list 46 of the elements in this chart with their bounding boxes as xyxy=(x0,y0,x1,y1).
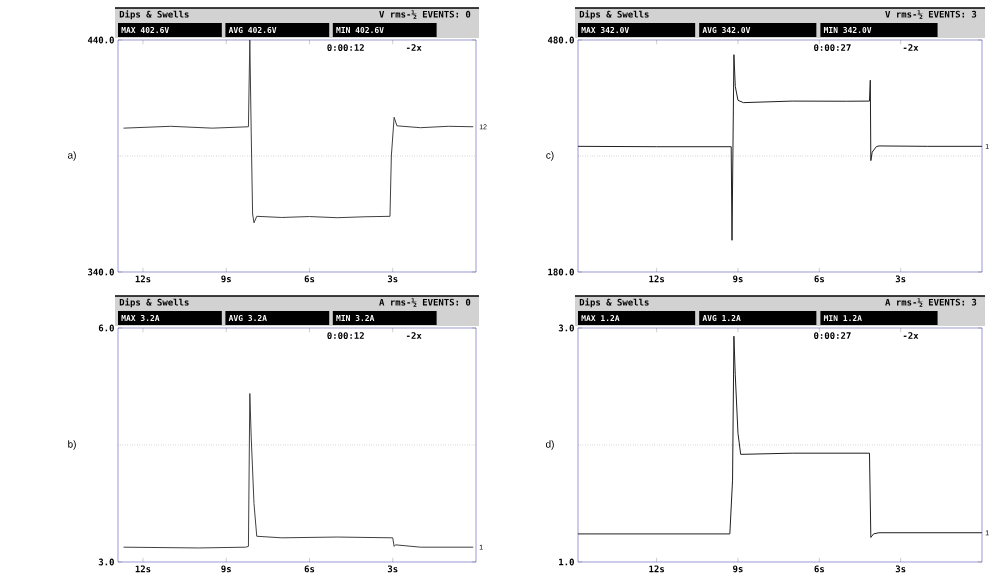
line-series xyxy=(123,39,474,224)
y-tick-label: 6.0 xyxy=(98,324,114,332)
chart-subtitle: V rms-½ EVENTS: 0 xyxy=(379,10,471,19)
annotation: -2x xyxy=(406,332,422,339)
chart-subtitle: A rms-½ EVENTS: 0 xyxy=(379,298,471,307)
x-tick-label: 12s xyxy=(135,275,151,283)
chart-title: Dips & Swells xyxy=(119,10,189,20)
x-tick-label: 9s xyxy=(733,565,743,573)
x-tick-label: 6s xyxy=(304,275,315,283)
text: b) xyxy=(68,440,76,450)
annotation: 0:00:12 xyxy=(327,44,364,51)
y-tick-label: 480.0 xyxy=(547,36,574,44)
annotation: 0:00:12 xyxy=(327,332,364,339)
text: a) xyxy=(67,151,76,161)
x-tick-label: 6s xyxy=(304,565,315,573)
x-tick-label: 3s xyxy=(895,565,906,573)
y-tick-label: 3.0 xyxy=(98,558,114,566)
x-tick-label: 9s xyxy=(221,565,231,573)
text: d) xyxy=(545,440,554,450)
x-tick-label: 3s xyxy=(387,565,398,573)
y-tick-label: 440.0 xyxy=(87,36,114,44)
chart-title: Dips & Swells xyxy=(579,298,649,308)
line-series xyxy=(123,393,474,549)
y-tick-label: 180.0 xyxy=(548,268,574,276)
text: c) xyxy=(546,151,554,161)
chart-subtitle: A rms-½ EVENTS: 3 xyxy=(885,298,977,307)
annotation: -2x xyxy=(903,332,919,339)
chart-subtitle: V rms-½ EVENTS: 3 xyxy=(885,10,977,19)
x-tick-label: 6s xyxy=(814,275,824,283)
y-tick-label: 1.0 xyxy=(559,558,574,566)
y-tick-label: 3.0 xyxy=(558,324,574,332)
x-tick-label: 6s xyxy=(814,565,824,573)
annotation: 0:00:27 xyxy=(814,44,851,51)
x-tick-label: 12s xyxy=(135,565,151,573)
x-tick-label: 3s xyxy=(387,275,398,283)
x-tick-label: 12s xyxy=(649,275,664,283)
annotation: 0:00:27 xyxy=(814,332,851,339)
x-tick-label: 9s xyxy=(733,275,743,283)
x-tick-label: 12s xyxy=(649,565,664,573)
annotation: -2x xyxy=(406,44,422,51)
chart-title: Dips & Swells xyxy=(119,298,189,308)
y-tick-label: 340.0 xyxy=(88,268,114,276)
x-tick-label: 9s xyxy=(221,275,231,283)
chart-title: Dips & Swells xyxy=(579,10,649,20)
annotation: -2x xyxy=(903,44,919,51)
x-tick-label: 3s xyxy=(895,275,906,283)
